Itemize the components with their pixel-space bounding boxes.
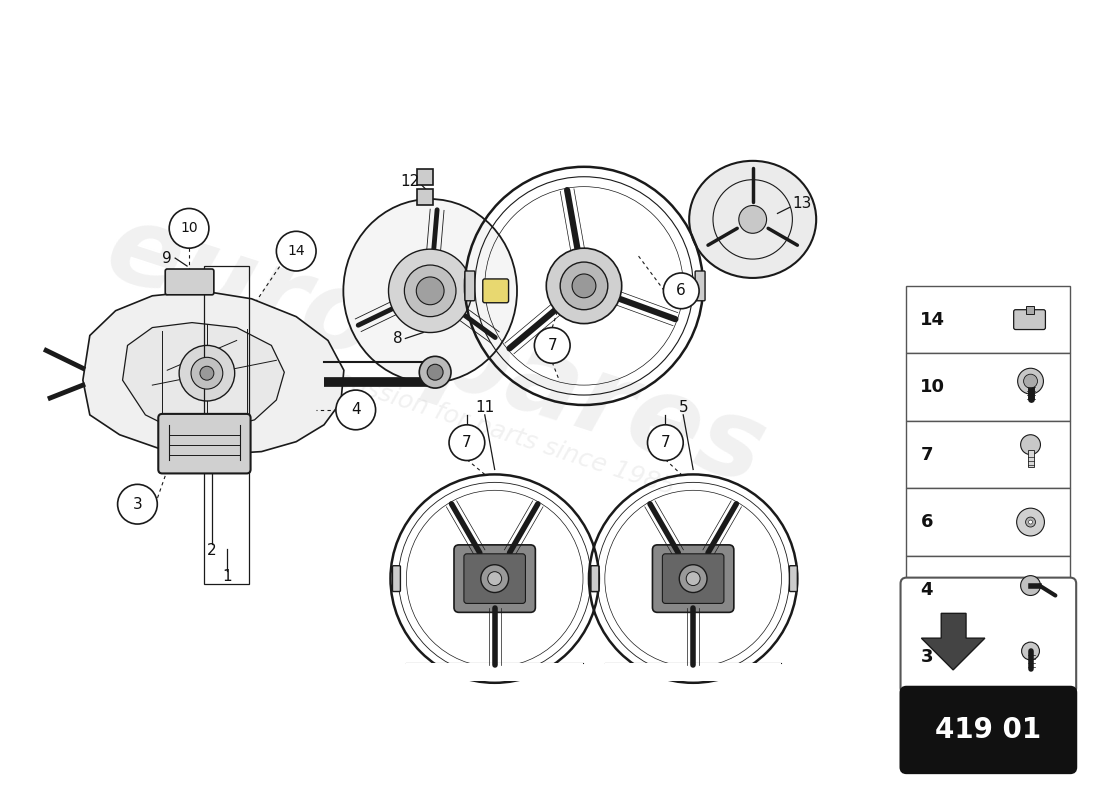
FancyBboxPatch shape <box>906 421 1070 488</box>
FancyBboxPatch shape <box>464 554 526 603</box>
Circle shape <box>169 209 209 248</box>
Circle shape <box>1022 642 1040 660</box>
Circle shape <box>1025 517 1035 527</box>
Circle shape <box>547 248 622 323</box>
Circle shape <box>535 327 570 363</box>
Text: 7: 7 <box>921 446 933 463</box>
FancyBboxPatch shape <box>406 663 583 681</box>
Circle shape <box>191 358 223 389</box>
Polygon shape <box>922 614 984 670</box>
Circle shape <box>1021 576 1041 595</box>
Circle shape <box>739 206 767 234</box>
Text: 10: 10 <box>180 222 198 235</box>
FancyBboxPatch shape <box>1014 310 1045 330</box>
Text: 14: 14 <box>287 244 305 258</box>
Text: 6: 6 <box>676 283 686 298</box>
FancyBboxPatch shape <box>454 545 536 612</box>
FancyBboxPatch shape <box>652 545 734 612</box>
Text: 10: 10 <box>921 378 945 396</box>
Text: 6: 6 <box>921 513 933 531</box>
Polygon shape <box>82 291 344 454</box>
FancyBboxPatch shape <box>417 169 433 185</box>
Circle shape <box>427 364 443 380</box>
FancyBboxPatch shape <box>591 566 598 591</box>
Circle shape <box>179 346 234 401</box>
FancyBboxPatch shape <box>393 566 400 591</box>
FancyBboxPatch shape <box>906 354 1070 421</box>
Text: 14: 14 <box>921 310 945 329</box>
Text: 8: 8 <box>393 331 403 346</box>
FancyBboxPatch shape <box>906 623 1070 690</box>
FancyBboxPatch shape <box>1025 306 1034 314</box>
Text: 1: 1 <box>222 569 232 584</box>
FancyBboxPatch shape <box>906 286 1070 354</box>
Circle shape <box>276 231 316 271</box>
Text: 3: 3 <box>921 648 933 666</box>
Text: 11: 11 <box>475 401 494 415</box>
FancyBboxPatch shape <box>591 566 598 591</box>
Polygon shape <box>122 322 284 430</box>
Circle shape <box>487 572 502 586</box>
Ellipse shape <box>690 161 816 278</box>
Text: 7: 7 <box>462 435 472 450</box>
FancyBboxPatch shape <box>695 271 705 301</box>
Text: 5: 5 <box>679 401 688 415</box>
Circle shape <box>416 277 444 305</box>
Text: 13: 13 <box>792 196 812 211</box>
Circle shape <box>560 262 608 310</box>
Circle shape <box>1016 508 1044 536</box>
Text: 12: 12 <box>400 174 420 189</box>
Circle shape <box>419 356 451 388</box>
Text: a passion for parts since 1985: a passion for parts since 1985 <box>311 360 678 499</box>
FancyBboxPatch shape <box>158 414 251 474</box>
Text: 4: 4 <box>351 402 361 418</box>
Text: 2: 2 <box>207 543 217 558</box>
FancyBboxPatch shape <box>483 279 508 302</box>
FancyBboxPatch shape <box>465 271 475 301</box>
Text: 9: 9 <box>163 250 173 266</box>
FancyBboxPatch shape <box>1027 450 1034 467</box>
FancyBboxPatch shape <box>901 686 1076 773</box>
Circle shape <box>663 273 700 309</box>
Circle shape <box>680 565 707 593</box>
Circle shape <box>1018 368 1044 394</box>
Text: 419 01: 419 01 <box>935 717 1041 745</box>
Circle shape <box>686 572 700 586</box>
Circle shape <box>388 249 472 333</box>
FancyBboxPatch shape <box>906 556 1070 623</box>
Text: 4: 4 <box>921 581 933 598</box>
Circle shape <box>481 565 508 593</box>
Circle shape <box>572 274 596 298</box>
Ellipse shape <box>343 199 517 382</box>
Circle shape <box>118 484 157 524</box>
Circle shape <box>405 265 456 317</box>
FancyBboxPatch shape <box>605 663 781 681</box>
Circle shape <box>1021 434 1041 454</box>
Text: 7: 7 <box>548 338 557 353</box>
FancyBboxPatch shape <box>901 578 1076 694</box>
Circle shape <box>200 366 213 380</box>
Circle shape <box>1024 374 1037 388</box>
Circle shape <box>1028 520 1033 524</box>
FancyBboxPatch shape <box>417 189 433 205</box>
FancyBboxPatch shape <box>165 269 213 295</box>
Text: 3: 3 <box>133 497 142 512</box>
FancyBboxPatch shape <box>662 554 724 603</box>
FancyBboxPatch shape <box>790 566 798 591</box>
FancyBboxPatch shape <box>906 488 1070 556</box>
Circle shape <box>336 390 375 430</box>
Circle shape <box>449 425 485 461</box>
Text: 7: 7 <box>660 435 670 450</box>
Text: eurospares: eurospares <box>92 194 778 506</box>
Circle shape <box>648 425 683 461</box>
